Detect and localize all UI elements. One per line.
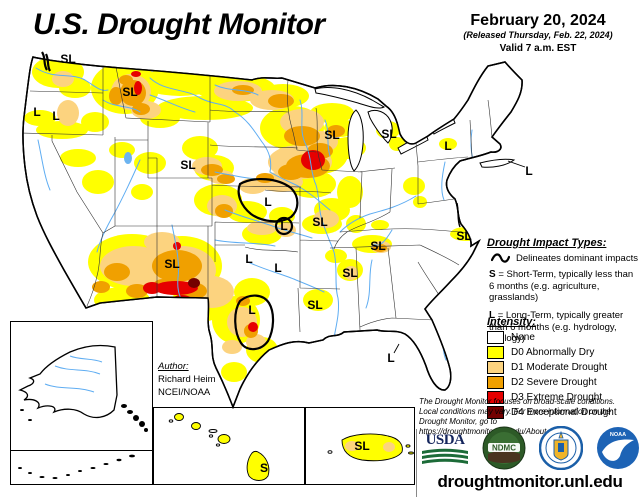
long-term-definition: L = Long-Term, typically greater than 6 … <box>489 309 624 345</box>
intensity-swatch <box>487 346 504 359</box>
puget-sound <box>41 51 51 72</box>
great-salt-lake <box>124 152 132 164</box>
usda-logo: USDA <box>421 432 469 469</box>
intensity-item: D4 Exceptional Drought <box>487 406 641 419</box>
label-pointer-lines <box>393 160 526 354</box>
intensity-swatch <box>487 391 504 404</box>
intensity-item: D2 Severe Drought <box>487 376 641 389</box>
impact-types-legend: Drought Impact Types: Delineates dominan… <box>487 237 641 351</box>
d4-exceptional-drought-areas <box>188 278 200 288</box>
intensity-label: D1 Moderate Drought <box>511 362 608 373</box>
d2-severe-drought-areas <box>92 75 387 338</box>
intensity-item: D3 Extreme Drought <box>487 391 641 404</box>
aleutian-islands <box>18 454 135 479</box>
map-date: February 20, 2024 <box>470 12 606 29</box>
author-org: NCEI/NOAA <box>158 386 211 398</box>
intensity-swatch <box>487 406 504 419</box>
delineation-squiggle-icon <box>491 253 510 263</box>
intensity-label: D3 Extreme Drought <box>511 392 603 403</box>
agency-logos: USDA NDMC <box>421 425 640 475</box>
author-block: Author: Richard Heim NCEI/NOAA <box>158 361 216 399</box>
released-date: (Released Thursday, Feb. 22, 2024) <box>463 30 613 41</box>
svg-text:NOAA: NOAA <box>610 432 626 438</box>
intensity-label: D4 Exceptional Drought <box>511 407 617 418</box>
ndmc-logo: NDMC <box>482 426 526 475</box>
chesapeake-bay <box>456 202 461 228</box>
intensity-swatch <box>487 361 504 374</box>
intensity-label: D0 Abnormally Dry <box>511 347 595 358</box>
valid-time: Valid 7 a.m. EST <box>499 42 577 54</box>
author-name: Richard Heim <box>158 373 216 385</box>
long-island <box>479 158 516 168</box>
intensity-legend: Intensity: None D0 Abnormally Dry D1 Moder… <box>487 316 641 421</box>
author-heading: Author: <box>158 361 189 372</box>
hawaii-map <box>168 413 270 481</box>
river-lines <box>35 67 474 361</box>
alaska-inset-divider <box>10 450 152 451</box>
intensity-label: None <box>511 332 535 343</box>
intensity-rows: None D0 Abnormally Dry D1 Moderate Drought… <box>487 331 641 419</box>
drought-monitor-url: droughtmonitor.unl.edu <box>437 472 623 491</box>
intensity-item: None <box>487 331 641 344</box>
short-term-definition: S = Short-Term, typically less than 6 mo… <box>489 269 634 304</box>
intensity-heading: Intensity: <box>487 316 536 328</box>
puerto-rico-map <box>327 433 414 462</box>
intensity-item: D1 Moderate Drought <box>487 361 641 374</box>
intensity-swatch <box>487 331 504 344</box>
page-title: U.S. Drought Monitor <box>33 8 325 41</box>
delineates-text: Delineates dominant impacts <box>516 252 638 264</box>
state-borders <box>22 61 493 333</box>
footer-divider <box>416 429 417 497</box>
commerce-seal-logo <box>538 425 584 475</box>
svg-text:NDMC: NDMC <box>492 444 516 453</box>
impact-delineation-outlines <box>234 178 299 351</box>
intensity-label: D2 Severe Drought <box>511 377 597 388</box>
conus-coastline <box>22 56 523 410</box>
date-block: February 20, 2024 (Released Thursday, Fe… <box>437 12 639 54</box>
noaa-logo: NOAA <box>596 426 640 475</box>
intensity-swatch <box>487 376 504 389</box>
intensity-item: D0 Abnormally Dry <box>487 346 641 359</box>
alaska-map <box>18 345 148 479</box>
impact-legend-heading: Drought Impact Types: <box>487 237 607 249</box>
